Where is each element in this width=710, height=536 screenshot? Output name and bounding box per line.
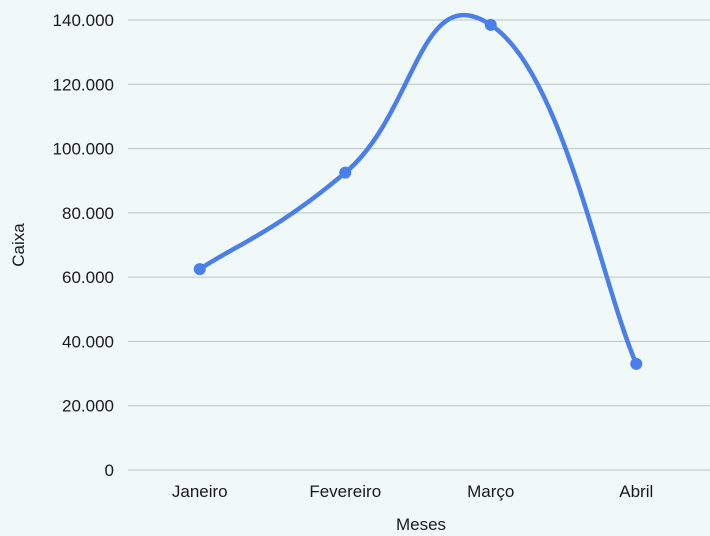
- y-tick-label: 20.000: [62, 397, 114, 416]
- x-axis-title: Meses: [396, 515, 446, 534]
- y-tick-label: 0: [105, 461, 114, 480]
- y-tick-label: 100.000: [53, 140, 114, 159]
- x-tick-label: Janeiro: [172, 482, 228, 501]
- y-tick-label: 60.000: [62, 268, 114, 287]
- y-tick-label: 120.000: [53, 75, 114, 94]
- y-tick-label: 40.000: [62, 332, 114, 351]
- series-line: [197, 13, 639, 367]
- x-axis-tick-labels: Janeiro Fevereiro Março Abril: [172, 482, 653, 501]
- x-tick-label: Abril: [619, 482, 653, 501]
- series-group: [193, 13, 643, 370]
- y-axis-tick-labels: 0 20.000 40.000 60.000 80.000 100.000 120.000 1…: [53, 11, 114, 480]
- y-tick-label: 80.000: [62, 204, 114, 223]
- data-point: [484, 18, 497, 31]
- y-tick-label: 140.000: [53, 11, 114, 30]
- x-tick-label: Março: [467, 482, 514, 501]
- data-point: [630, 357, 643, 370]
- data-point: [193, 263, 206, 276]
- data-point: [339, 166, 352, 179]
- gridlines: [128, 19, 710, 471]
- y-axis-title: Caixa: [9, 223, 28, 267]
- x-tick-label: Fevereiro: [309, 482, 381, 501]
